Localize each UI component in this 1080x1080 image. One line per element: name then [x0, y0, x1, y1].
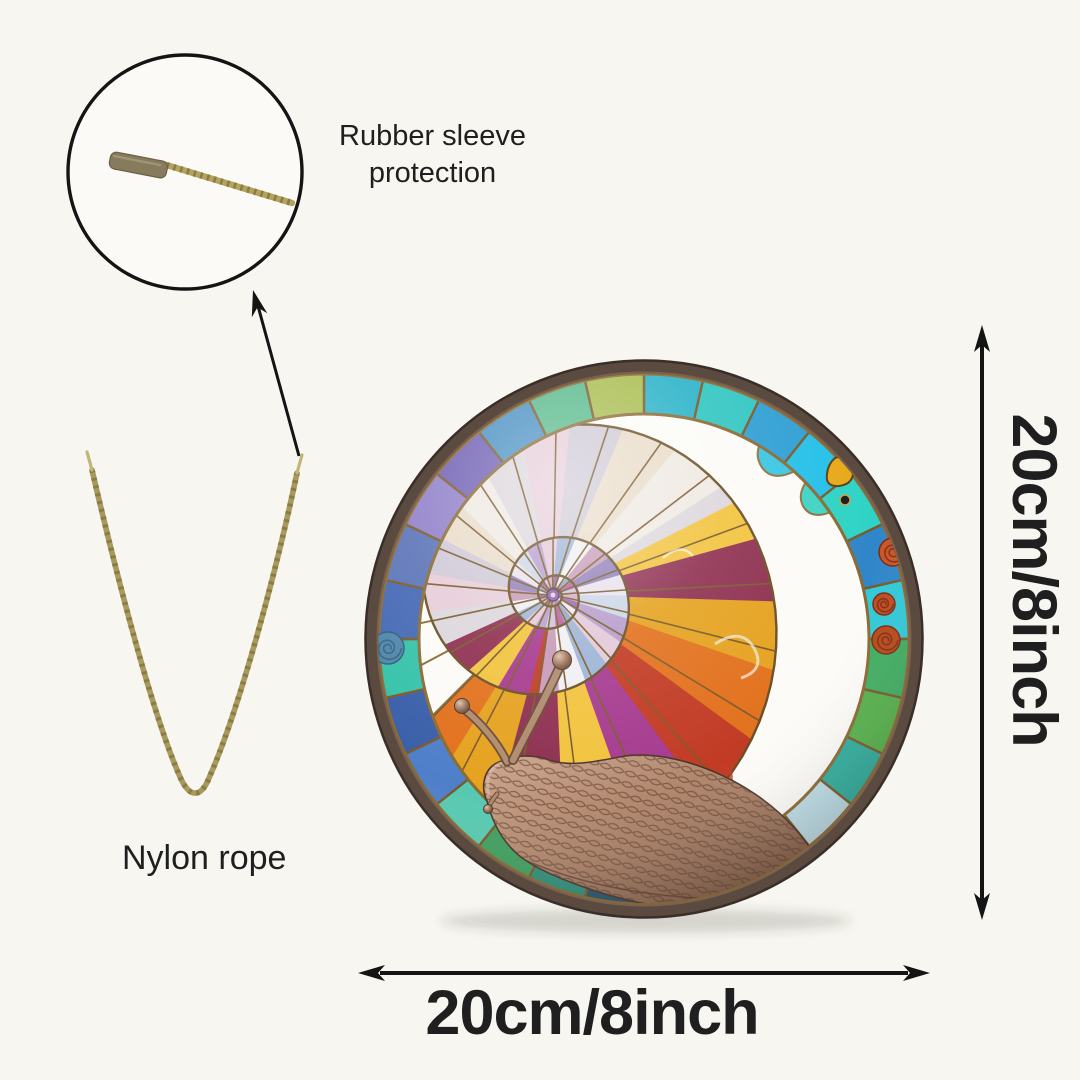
nylon-rope-image: [85, 450, 304, 796]
nylon-rope-label: Nylon rope: [122, 839, 287, 877]
glass-gloss: [379, 374, 909, 904]
callout-arrow: [251, 290, 301, 457]
width-dimension-label: 20cm/8inch: [425, 978, 759, 1048]
artwork-drop-shadow: [441, 909, 851, 933]
rubber-sleeve-label-line1: Rubber sleeve: [339, 120, 526, 152]
width-dimension-arrow: [358, 965, 930, 981]
rubber-sleeve-label: Rubber sleeve protection: [330, 118, 535, 192]
height-dimension-arrow: [974, 325, 990, 920]
stained-glass-snail-artwork: [364, 359, 924, 919]
rubber-sleeve-thumbnail: [108, 151, 296, 207]
height-dimension-label: 20cm/8inch: [999, 413, 1069, 747]
rubber-sleeve-label-line2: protection: [368, 157, 497, 189]
outer-rim: [364, 359, 924, 919]
